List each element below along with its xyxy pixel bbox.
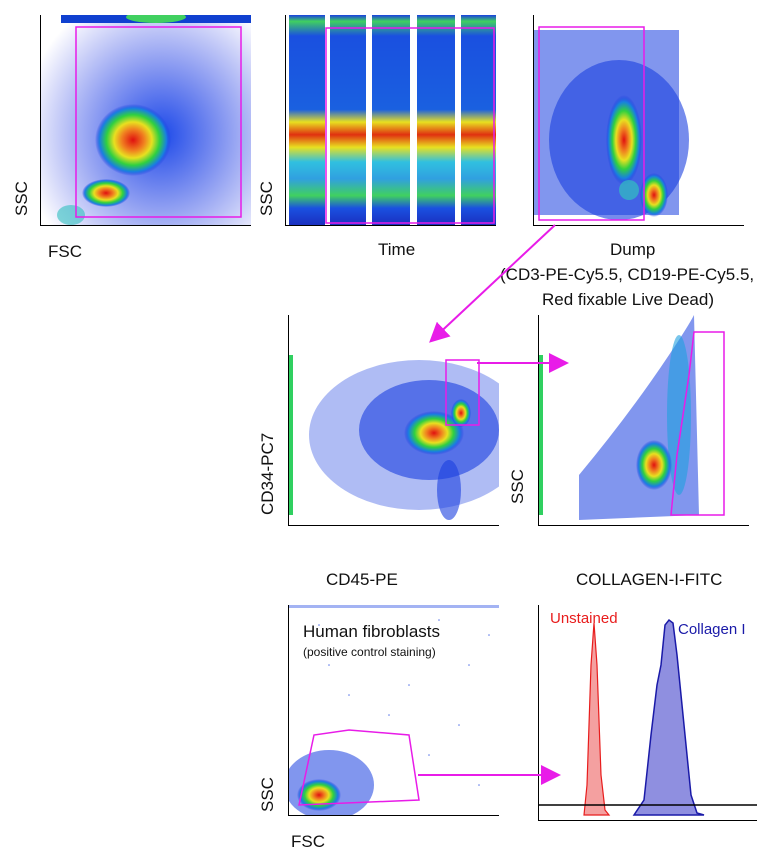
plot-canvas-4 bbox=[289, 355, 499, 520]
legend-unstained: Unstained bbox=[550, 610, 618, 627]
legend-collagen: Collagen I bbox=[678, 621, 746, 638]
x-axis-label: Dump bbox=[610, 240, 656, 259]
plot-canvas-6 bbox=[289, 605, 499, 815]
y-axis-label: SSC bbox=[12, 181, 31, 216]
plot-annotation-subtitle: (positive control staining) bbox=[303, 645, 436, 659]
x-axis-sublabel-1: (CD3-PE-Cy5.5, CD19-PE-Cy5.5, bbox=[500, 265, 755, 284]
scatter-plot-fibroblasts bbox=[288, 605, 499, 816]
scatter-plot-cd45-cd34 bbox=[288, 315, 499, 526]
x-axis-label: CD45-PE bbox=[326, 570, 398, 589]
plot-canvas-1 bbox=[41, 15, 251, 225]
plot-canvas-2 bbox=[289, 15, 496, 225]
plot-canvas-3 bbox=[534, 26, 689, 221]
y-axis-label: SSC bbox=[258, 777, 277, 812]
gate-outline bbox=[75, 26, 242, 218]
plot-canvas-7 bbox=[539, 618, 757, 816]
y-axis-label: SSC bbox=[257, 181, 276, 216]
gate-outline bbox=[670, 331, 725, 516]
histogram-collagen bbox=[538, 605, 757, 821]
x-axis-label: FSC bbox=[48, 242, 82, 261]
scatter-plot-fsc-ssc bbox=[40, 15, 251, 226]
x-axis-sublabel-2: Red fixable Live Dead) bbox=[542, 290, 714, 309]
x-axis-label: COLLAGEN-I-FITC bbox=[576, 570, 723, 589]
y-axis-label: CD34-PC7 bbox=[258, 432, 277, 515]
gate-outline bbox=[445, 359, 480, 426]
gate-outline bbox=[325, 27, 495, 224]
gate-outline bbox=[538, 26, 645, 221]
plot-canvas-5 bbox=[539, 315, 725, 520]
series-unstained bbox=[583, 622, 611, 816]
scatter-plot-collagen-ssc bbox=[538, 315, 749, 526]
scatter-plot-time-ssc bbox=[285, 15, 496, 226]
plot-annotation-title: Human fibroblasts bbox=[303, 622, 441, 641]
x-axis-label: FSC bbox=[291, 832, 325, 851]
gate-outline bbox=[298, 729, 420, 806]
scatter-plot-dump-ssc bbox=[533, 15, 744, 226]
x-axis-label: Time bbox=[378, 240, 416, 259]
series-collagen bbox=[632, 618, 705, 816]
y-axis-label: SSC bbox=[508, 469, 527, 504]
